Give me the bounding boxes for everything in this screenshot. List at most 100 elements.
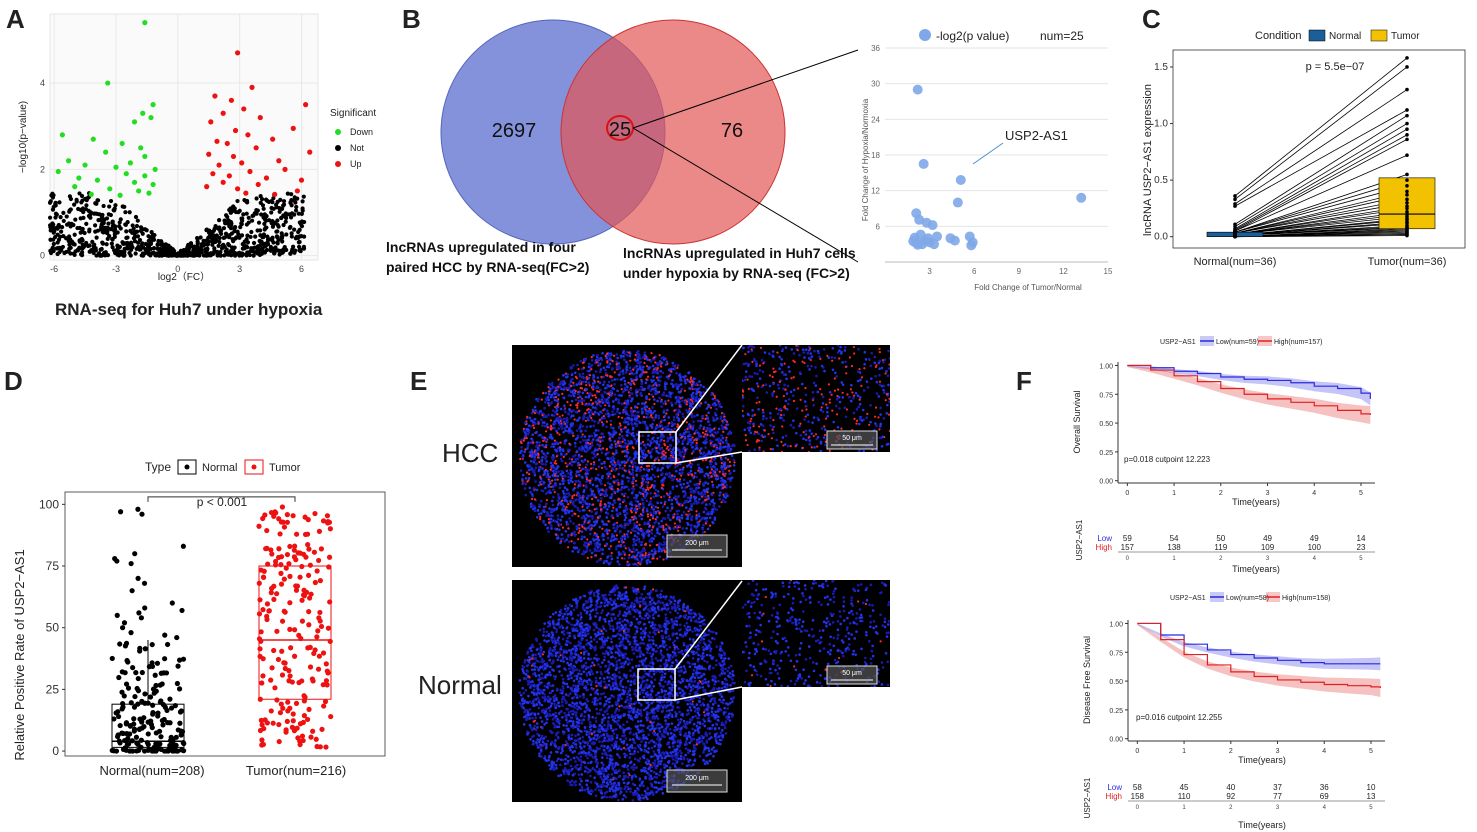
- e-nucleus: [627, 479, 630, 483]
- a-point-not: [57, 234, 63, 239]
- e-red-signal: [621, 440, 624, 443]
- b-scatter-point: [929, 239, 940, 250]
- e-red-signal: [689, 425, 692, 428]
- e-nucleus: [675, 442, 679, 445]
- e-nucleus: [537, 420, 540, 424]
- e-nucleus: [649, 389, 652, 392]
- d-point-normal: [145, 700, 151, 706]
- e-nucleus: [697, 433, 701, 436]
- e-red-signal: [698, 482, 701, 486]
- e-nucleus: [713, 454, 716, 457]
- d-point-tumor: [302, 694, 308, 700]
- e-nucleus: [548, 475, 551, 479]
- d-point-tumor: [281, 524, 288, 530]
- e-nucleus: [596, 473, 600, 477]
- e-nucleus: [720, 424, 724, 427]
- e-red-signal: [580, 455, 583, 458]
- e-nucleus: [651, 371, 654, 375]
- d-point-tumor: [299, 597, 305, 603]
- e-nucleus: [584, 358, 587, 361]
- e-red-signal: [653, 492, 656, 495]
- e-nucleus: [555, 450, 558, 453]
- a-point-not: [251, 240, 257, 246]
- e-red-signal: [705, 414, 708, 417]
- a-point-not: [93, 246, 98, 251]
- a-point-not: [148, 251, 153, 256]
- e-nucleus: [688, 507, 692, 511]
- d-point-normal: [137, 716, 143, 722]
- e-nucleus: [649, 454, 653, 458]
- a-point-up: [241, 106, 247, 112]
- e-nucleus: [617, 551, 621, 554]
- e-nucleus: [625, 434, 629, 437]
- d-point-tumor: [287, 600, 293, 606]
- d-point-normal: [131, 728, 137, 734]
- e-nucleus: [647, 434, 650, 437]
- a-point-down: [90, 136, 96, 142]
- a-point-up: [276, 158, 282, 164]
- a-point-not: [296, 240, 301, 245]
- panel-letter-e: E: [410, 366, 428, 396]
- e-nucleus: [592, 424, 596, 428]
- e-nucleus: [534, 462, 538, 466]
- e-nucleus: [667, 536, 671, 540]
- e-nucleus: [565, 509, 569, 512]
- e-nucleus: [589, 408, 592, 412]
- e-red-signal: [532, 424, 535, 427]
- a-point-not: [261, 232, 267, 237]
- a-point-not: [228, 210, 233, 215]
- e-nucleus: [570, 476, 573, 480]
- a-point-not: [109, 241, 114, 246]
- e-nucleus: [554, 470, 558, 474]
- e-red-signal: [630, 380, 634, 383]
- e-nucleus: [650, 552, 653, 556]
- a-point-up: [249, 84, 255, 90]
- e-nucleus: [641, 510, 645, 514]
- e-nucleus: [604, 452, 608, 456]
- d-plot-frame: [64, 491, 386, 757]
- e-nucleus: [519, 469, 523, 472]
- e-nucleus: [670, 498, 674, 502]
- e-nucleus: [582, 522, 586, 525]
- e-red-signal: [688, 407, 691, 410]
- e-nucleus: [658, 360, 662, 363]
- e-nucleus: [693, 483, 697, 487]
- e-nucleus: [607, 404, 611, 408]
- e-nucleus: [690, 504, 693, 508]
- e-red-signal: [634, 378, 638, 382]
- e-nucleus: [698, 427, 702, 430]
- e-nucleus: [550, 499, 554, 503]
- e-nucleus: [637, 352, 641, 356]
- e-nucleus: [702, 510, 706, 514]
- e-nucleus: [561, 489, 565, 493]
- e-red-signal: [718, 470, 721, 473]
- d-point-tumor: [305, 542, 311, 548]
- e-red-signal: [554, 459, 557, 463]
- d-point-normal: [131, 716, 137, 722]
- a-point-not: [259, 212, 264, 217]
- e-red-signal: [627, 381, 630, 384]
- a-point-not: [100, 214, 105, 219]
- e-nucleus: [647, 533, 651, 537]
- e-red-signal: [676, 423, 679, 426]
- e-red-signal: [554, 395, 558, 399]
- d-point-normal: [141, 580, 148, 586]
- d-pvalue-bracket: [147, 496, 296, 502]
- d-point-tumor: [288, 645, 294, 651]
- e-nucleus: [684, 374, 687, 378]
- e-nucleus: [642, 536, 645, 540]
- d-ytick-4: 100: [39, 497, 59, 511]
- e-nucleus: [604, 505, 607, 508]
- e-nucleus: [572, 460, 576, 464]
- e-nucleus: [688, 513, 691, 517]
- a-point-not: [108, 198, 114, 204]
- e-nucleus: [618, 411, 621, 415]
- e-nucleus: [563, 404, 566, 407]
- e-red-signal: [583, 389, 586, 392]
- e-nucleus: [569, 394, 573, 398]
- a-point-not: [178, 251, 183, 256]
- e-nucleus: [649, 476, 653, 480]
- a-point-not: [126, 242, 132, 247]
- e-red-signal: [639, 513, 642, 516]
- e-nucleus: [667, 516, 670, 519]
